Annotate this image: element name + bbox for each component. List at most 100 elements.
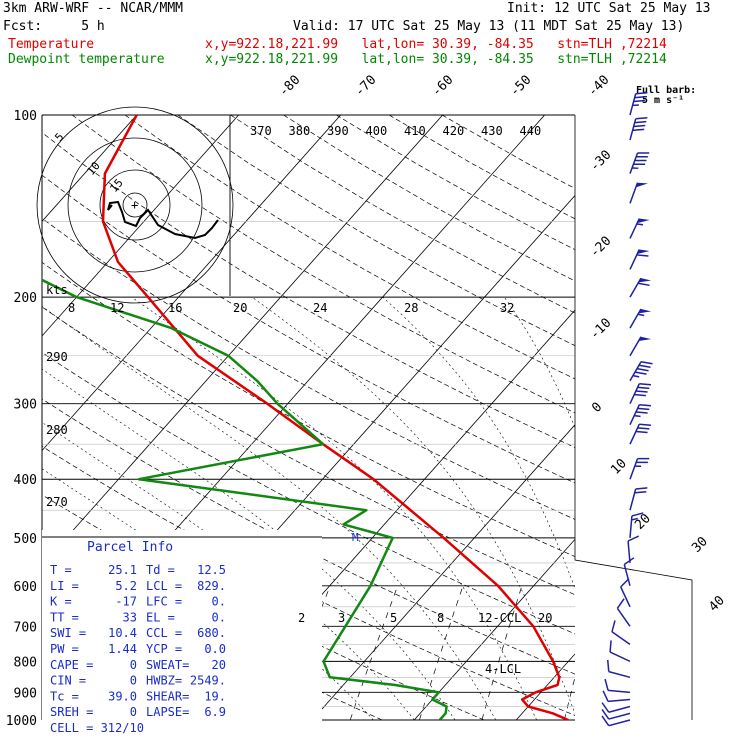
model-title: 3km ARW-WRF -- NCAR/MMM xyxy=(3,1,184,16)
pressure-tick-label: 700 xyxy=(14,620,37,635)
isotherm-label: -80 xyxy=(276,73,303,100)
dry-adiabat xyxy=(336,115,575,251)
parcel-key: CIN = xyxy=(50,674,86,688)
wind-barb-flag xyxy=(637,457,650,460)
wind-barb-flag xyxy=(634,159,647,162)
parcel-key: T = xyxy=(50,563,72,577)
wind-barb-staff xyxy=(609,651,631,663)
init-time: Init: 12 UTC Sat 25 May 13 xyxy=(507,1,711,16)
dewpoint-legend: Dewpoint temperature xyxy=(8,52,165,67)
wind-barb-flag xyxy=(601,702,610,713)
parcel-key: Tc = xyxy=(50,689,79,703)
pressure-tick-label: 400 xyxy=(14,473,37,488)
wind-barb-half xyxy=(636,223,644,226)
wind-barb-flag xyxy=(634,491,647,494)
wind-barb xyxy=(629,249,650,270)
parcel-value: 0. xyxy=(212,595,226,609)
theta-label: 400 xyxy=(366,124,388,138)
wind-barb xyxy=(629,457,650,480)
valid-time: Valid: 17 UTC Sat 25 May 13 (11 MDT Sat … xyxy=(293,19,685,34)
mixing-ratio-label: 16 xyxy=(168,301,182,315)
mixing-ratio-label: 32 xyxy=(500,301,514,315)
parcel-key: LFC = xyxy=(146,595,182,609)
wind-barb xyxy=(611,620,631,646)
wind-barb-pennant xyxy=(637,249,650,255)
wind-barb-pennant xyxy=(638,309,652,314)
mixing-low-label: 5 xyxy=(390,611,397,625)
mixing-low-label: 20 xyxy=(538,611,552,625)
wind-barb-flag xyxy=(635,411,648,414)
isotherm-line xyxy=(618,115,740,720)
parcel-value: 1.44 xyxy=(108,642,137,656)
wind-barb-staff xyxy=(608,705,631,713)
wind-barb-flag xyxy=(627,535,640,542)
parcel-key: SWI = xyxy=(50,626,86,640)
parcel-value: -17 xyxy=(115,595,137,609)
theta-label: 420 xyxy=(443,124,465,138)
dewpoint-location: x,y=922.18,221.99 lat,lon= 30.39, -84.35… xyxy=(205,52,667,67)
isotherm-line xyxy=(42,115,341,452)
mixing-ratio-line xyxy=(419,585,464,720)
isotherm-line xyxy=(311,424,575,720)
wind-barb-flag xyxy=(636,155,648,158)
wind-barb xyxy=(601,715,631,727)
parcel-key: CCL = xyxy=(146,626,182,640)
moist-adiabat xyxy=(504,296,575,429)
isotherm-line xyxy=(720,115,740,720)
parcel-key: SWEAT= xyxy=(146,658,189,672)
wind-barb xyxy=(629,423,652,445)
mixing-low-label: 2 xyxy=(298,611,305,625)
wind-barb xyxy=(616,598,631,627)
wind-barb-pennant xyxy=(638,278,652,283)
wind-barb xyxy=(620,578,631,608)
parcel-key: LAPSE= xyxy=(146,705,189,719)
pressure-tick-label: 300 xyxy=(14,398,37,413)
parcel-key: TT = xyxy=(50,610,79,624)
mixing-ratio-label: 24 xyxy=(313,301,327,315)
wind-barb xyxy=(629,91,648,116)
isotherm-label: 10 xyxy=(608,456,630,478)
wind-barb-flag xyxy=(633,99,646,103)
wind-barb-flag xyxy=(637,152,650,154)
parcel-value: 0. xyxy=(212,610,226,624)
wind-barb-flag xyxy=(636,461,648,464)
wind-barb-flag xyxy=(631,512,644,517)
wind-barb-flag xyxy=(635,390,648,393)
isotherm-label: 30 xyxy=(689,534,711,556)
pressure-tick-label: 500 xyxy=(14,532,37,547)
theta-label: 430 xyxy=(481,124,503,138)
wind-barb xyxy=(629,512,644,538)
wind-barb-flag xyxy=(640,361,653,365)
parcel-key: Td = xyxy=(146,563,175,577)
wind-barb-flag xyxy=(639,404,652,407)
wind-barb-staff xyxy=(627,540,631,563)
forecast-hour: Fcst: 5 h xyxy=(3,19,105,34)
isotherm-label: -40 xyxy=(585,73,612,100)
wind-barb-staff xyxy=(608,719,631,727)
wind-barb-flag xyxy=(637,427,650,430)
wind-barb-flag xyxy=(638,364,651,368)
isotherm-label: -70 xyxy=(352,73,379,100)
parcel-value: 25.1 xyxy=(108,563,137,577)
mixing-low-label: 8 xyxy=(437,611,444,625)
parcel-key: PW = xyxy=(50,642,79,656)
wind-barb xyxy=(629,182,648,204)
hodograph-ring-label: 10 xyxy=(84,159,102,178)
wind-barb-flag xyxy=(632,128,645,132)
wind-barb-flag xyxy=(609,640,612,653)
wind-barb xyxy=(629,277,652,298)
isotherm-label: 40 xyxy=(706,593,728,615)
wind-barb-pennant xyxy=(635,182,648,188)
wind-barb xyxy=(601,709,631,720)
isotherm-label: -10 xyxy=(587,316,614,343)
pressure-tick-label: 1000 xyxy=(6,714,37,729)
isotherm-line xyxy=(42,115,239,337)
wind-barb xyxy=(609,640,631,663)
wind-barb xyxy=(623,557,635,586)
wind-barb-flag xyxy=(639,382,652,386)
parcel-key: LCL = xyxy=(146,579,182,593)
wind-barb-flag xyxy=(623,557,635,566)
mixing-ratio-label: 20 xyxy=(233,301,247,315)
parcel-value: 2549. xyxy=(190,674,226,688)
